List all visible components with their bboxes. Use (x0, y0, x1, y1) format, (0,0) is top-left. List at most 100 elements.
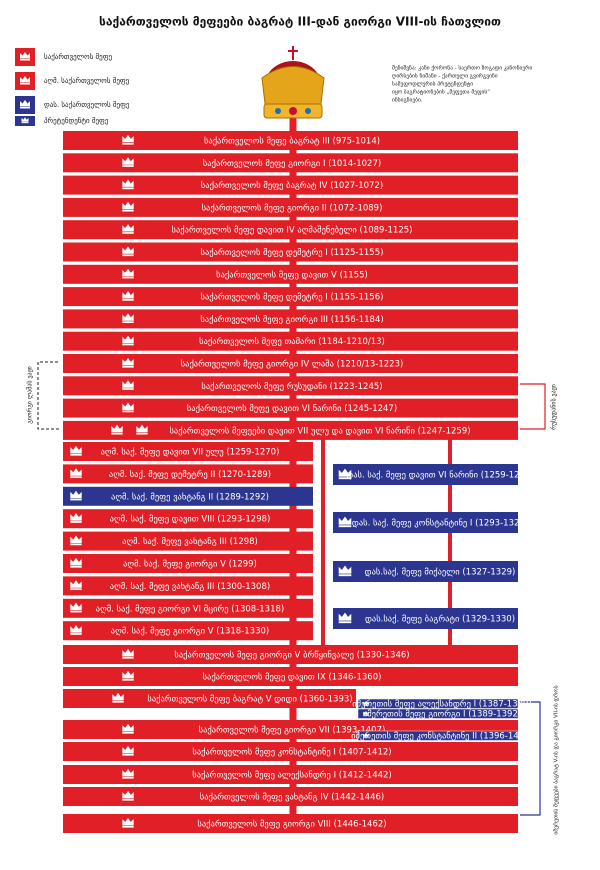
crown-icon (122, 268, 134, 277)
bar (63, 309, 518, 329)
side-note: რუსუდანის ვაჟი (551, 384, 558, 430)
bracket (520, 701, 541, 816)
crown-base (122, 825, 134, 828)
bar (63, 242, 518, 262)
legend-label: აღმ. საქართველოს მეფე (44, 76, 130, 85)
bar (63, 689, 356, 708)
bar-label: საქართველოს მეფე გიორგი II (1072-1089) (202, 202, 383, 213)
bar (63, 287, 518, 307)
bar (63, 814, 518, 833)
crown-icon (122, 313, 134, 321)
bar (63, 667, 518, 686)
crown-base (122, 209, 134, 212)
crown-base (338, 477, 352, 480)
bar-label: საქართველოს მეფე დავით IX (1346-1360) (203, 672, 382, 683)
crown-base (363, 736, 369, 738)
crown-base (122, 276, 134, 279)
note-line: სამეფოდლურის პრეტენდენტი (392, 81, 473, 88)
crown-base (70, 633, 82, 635)
bar-label: საქართველოს მეფე ბაგრატ III (975-1014) (204, 136, 380, 147)
crown-icon (70, 513, 82, 521)
bar-label: საქართველოს მეფე გიორგი VII (1393-1407) (199, 725, 386, 736)
crown-base (20, 107, 30, 109)
crown-icon (111, 424, 123, 433)
bar-label: აღმ. საქ. მეფე დავით VIII (1293-1298) (110, 514, 271, 525)
crown-base (70, 476, 82, 479)
bar (63, 175, 518, 195)
crown-base (122, 232, 134, 234)
crown-base (363, 704, 369, 706)
bar (63, 531, 313, 551)
bar-label: საქართველოს მეფე ბაგრატ IV (1027-1072) (201, 180, 383, 191)
crown-base (70, 521, 82, 523)
crown-icon (363, 701, 369, 705)
bar-label: საქართველოს მეფე ბაგრატ V დიდი (1360-139… (147, 694, 352, 705)
crown-icon (20, 76, 30, 83)
bar (63, 197, 518, 217)
crown-base (122, 365, 134, 368)
pretender-bar (357, 730, 519, 741)
crown-base (122, 798, 134, 801)
crown-icon (122, 648, 134, 657)
bracket (37, 361, 60, 430)
crown-base (122, 776, 134, 779)
bar-label: საქართველოს მეფეები დავით VII ულუ და დავ… (169, 425, 470, 436)
bar (63, 765, 518, 784)
note-line: ინსიგნიები. (392, 97, 423, 104)
crown-icon (338, 565, 352, 574)
bar (63, 264, 518, 284)
crown-base (122, 187, 134, 190)
bar-label: აღმ. საქ. მეფე ვახტანგ III (1298) (122, 536, 258, 547)
crown-icon (20, 52, 30, 59)
crown-icon (122, 335, 134, 344)
pretender-label: იმერეთის მეფე გიორგი I (1389-1392) (363, 709, 521, 720)
crown-icon (122, 768, 134, 777)
bar (63, 621, 313, 641)
crown-icon (70, 580, 82, 588)
bar-label: აღმ. საქ. მეფე გიორგი V (1299) (123, 559, 257, 570)
bar (333, 608, 518, 629)
bar-label: დას.საქ. მეფე ბაგრატი (1329-1330) (365, 614, 515, 625)
crown-base (122, 321, 134, 324)
crown-icon (363, 733, 369, 737)
crown-icon (70, 602, 82, 611)
crown-icon (122, 134, 134, 143)
bar-label: აღმ. საქ. მეფე გიორგი V (1318-1330) (111, 626, 269, 637)
crown-image (261, 46, 325, 119)
bar-label: საქართველოს მეფე ვახტანგ IV (1442-1446) (200, 792, 384, 803)
bar-label: დას. საქ. მეფე დავით VI ნარინი (1259-129… (346, 470, 533, 481)
crown-icon (122, 224, 134, 232)
crown-icon (122, 745, 134, 754)
crown-icon (122, 380, 134, 388)
crown-icon (338, 612, 352, 621)
legend-label: საქართველოს მეფე (44, 52, 113, 61)
bar (63, 376, 518, 396)
crown-icon (122, 179, 134, 187)
crown-icon (70, 625, 82, 633)
crown-icon (70, 445, 82, 454)
side-note: იმერეთის მეფეები ბაგრატ V-ის და გიორგი V… (553, 685, 560, 834)
crown-icon (122, 357, 134, 366)
bracket (520, 383, 546, 430)
crown-base (122, 165, 134, 167)
bar-label: აღმ. საქ. მეფე გიორგი VI მცირე (1308-131… (96, 603, 284, 614)
crown-base (122, 343, 134, 346)
crown-icon (21, 117, 29, 122)
crown-icon (122, 291, 134, 299)
bar (63, 598, 313, 618)
note-line: ღირსების ნიშანი - ქართული გვირგვინი (392, 73, 498, 80)
crown-icon (122, 246, 134, 254)
bar (63, 131, 518, 150)
crown-base (122, 410, 134, 413)
bar-label: საქართველოს მეფე თამარი (1184-1210/13) (199, 336, 385, 347)
crown-icon (338, 516, 352, 525)
bar-label: საქართველოს მეფე გიორგი I (1014-1027) (203, 158, 381, 169)
crown-base (122, 254, 134, 257)
crown-base (338, 574, 352, 577)
bar-label: საქართველოს მეფე დავით VI ნარინი (1245-1… (187, 403, 397, 414)
bar (63, 420, 518, 440)
crown-base (112, 700, 124, 703)
bar (63, 742, 518, 761)
bar (63, 576, 313, 596)
